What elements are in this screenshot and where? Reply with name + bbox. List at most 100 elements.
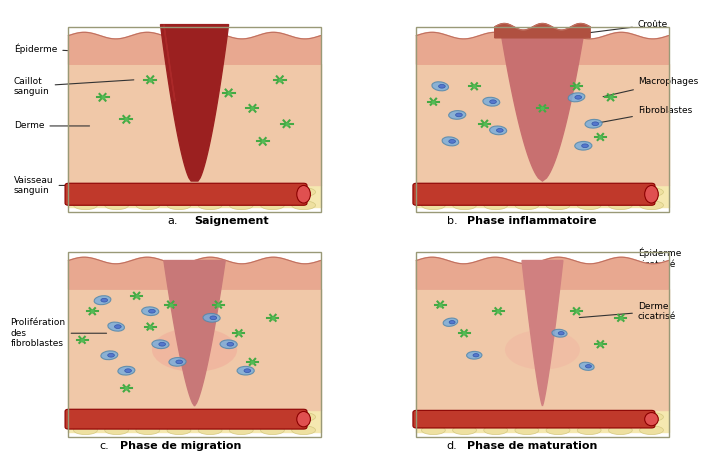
Ellipse shape <box>505 330 580 369</box>
Ellipse shape <box>167 201 191 210</box>
Ellipse shape <box>104 413 129 421</box>
Ellipse shape <box>452 188 476 196</box>
Ellipse shape <box>484 413 508 421</box>
Ellipse shape <box>74 426 97 435</box>
Ellipse shape <box>449 111 466 119</box>
Polygon shape <box>522 261 563 406</box>
Ellipse shape <box>167 188 191 196</box>
Ellipse shape <box>101 298 108 302</box>
Ellipse shape <box>484 188 508 196</box>
Ellipse shape <box>568 93 585 102</box>
Polygon shape <box>68 257 321 289</box>
Ellipse shape <box>483 97 500 106</box>
Ellipse shape <box>136 201 160 210</box>
Ellipse shape <box>579 362 594 370</box>
Text: Vaisseau
sanguin: Vaisseau sanguin <box>14 176 89 195</box>
Ellipse shape <box>449 320 455 324</box>
Text: d.: d. <box>447 441 457 451</box>
Ellipse shape <box>452 426 476 435</box>
Ellipse shape <box>292 188 315 196</box>
Ellipse shape <box>439 84 445 88</box>
Ellipse shape <box>297 411 310 427</box>
FancyBboxPatch shape <box>413 183 655 205</box>
Ellipse shape <box>125 369 131 373</box>
Text: Phase de maturation: Phase de maturation <box>467 441 598 451</box>
Ellipse shape <box>515 413 539 421</box>
Polygon shape <box>416 257 669 289</box>
Ellipse shape <box>229 188 253 196</box>
Ellipse shape <box>198 201 222 210</box>
Ellipse shape <box>592 122 599 126</box>
Ellipse shape <box>203 313 220 322</box>
Ellipse shape <box>237 366 254 375</box>
Ellipse shape <box>452 413 476 421</box>
Ellipse shape <box>94 296 111 305</box>
Ellipse shape <box>167 426 191 435</box>
Polygon shape <box>416 32 669 64</box>
Ellipse shape <box>640 201 663 210</box>
Ellipse shape <box>449 140 456 143</box>
Polygon shape <box>501 36 584 181</box>
Ellipse shape <box>229 426 253 435</box>
Ellipse shape <box>442 137 459 146</box>
Ellipse shape <box>608 188 633 196</box>
Ellipse shape <box>104 201 129 210</box>
Ellipse shape <box>227 342 234 346</box>
Ellipse shape <box>176 360 182 364</box>
Ellipse shape <box>515 426 539 435</box>
Ellipse shape <box>515 201 539 210</box>
Ellipse shape <box>452 201 476 210</box>
Ellipse shape <box>229 201 253 210</box>
Ellipse shape <box>608 201 633 210</box>
Ellipse shape <box>261 201 285 210</box>
Ellipse shape <box>422 201 445 210</box>
Ellipse shape <box>422 413 445 421</box>
Ellipse shape <box>136 188 160 196</box>
Ellipse shape <box>473 353 479 357</box>
Ellipse shape <box>114 325 121 329</box>
Ellipse shape <box>292 426 315 435</box>
Text: Phase de migration: Phase de migration <box>119 441 241 451</box>
Polygon shape <box>68 32 321 64</box>
Ellipse shape <box>577 188 601 196</box>
Ellipse shape <box>466 352 482 359</box>
Ellipse shape <box>261 188 285 196</box>
Ellipse shape <box>484 201 508 210</box>
Ellipse shape <box>640 188 663 196</box>
Ellipse shape <box>422 426 445 435</box>
Ellipse shape <box>292 201 315 210</box>
FancyBboxPatch shape <box>65 409 307 429</box>
Ellipse shape <box>104 188 129 196</box>
Ellipse shape <box>515 188 539 196</box>
Text: Saignement: Saignement <box>195 216 269 226</box>
Ellipse shape <box>297 185 310 203</box>
Polygon shape <box>495 23 590 38</box>
Ellipse shape <box>490 126 507 135</box>
Ellipse shape <box>422 188 445 196</box>
Ellipse shape <box>558 331 564 335</box>
Ellipse shape <box>645 185 658 203</box>
Ellipse shape <box>74 413 97 421</box>
Ellipse shape <box>443 318 458 326</box>
Ellipse shape <box>244 369 251 373</box>
Ellipse shape <box>198 413 222 421</box>
Polygon shape <box>164 25 175 101</box>
Ellipse shape <box>210 316 217 319</box>
Ellipse shape <box>546 426 570 435</box>
Ellipse shape <box>118 366 135 375</box>
Ellipse shape <box>456 113 462 117</box>
Ellipse shape <box>198 426 222 435</box>
Ellipse shape <box>261 426 285 435</box>
Text: Phase inflammatoire: Phase inflammatoire <box>467 216 597 226</box>
Ellipse shape <box>577 201 601 210</box>
Text: c.: c. <box>99 441 109 451</box>
Text: b.: b. <box>447 216 457 226</box>
Ellipse shape <box>546 413 570 421</box>
Ellipse shape <box>575 95 581 99</box>
Ellipse shape <box>490 100 496 104</box>
Polygon shape <box>164 261 225 406</box>
Text: Macrophages: Macrophages <box>603 78 698 97</box>
Ellipse shape <box>136 426 160 435</box>
Ellipse shape <box>142 307 159 315</box>
Ellipse shape <box>220 340 237 348</box>
